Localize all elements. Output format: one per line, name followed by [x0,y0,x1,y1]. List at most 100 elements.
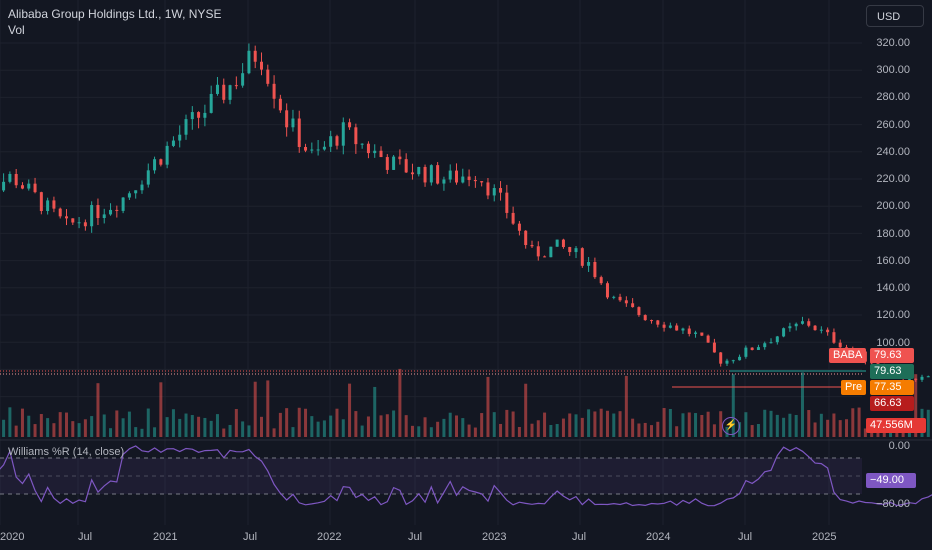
volume-bar [260,416,264,437]
candle [102,214,106,219]
volume-bar [794,414,798,437]
volume-bar [838,420,842,437]
candle [914,378,918,380]
candle [442,179,446,184]
volume-bar [561,418,565,437]
candle [675,325,679,331]
line-price-tag: 79.63 [870,364,914,379]
volume-bar [775,414,779,437]
candle [813,325,817,331]
volume-bar [209,420,213,437]
time-tick: Jul [408,531,423,543]
volume-bar [700,414,704,437]
volume-bar [71,421,75,437]
volume-bar [681,413,685,437]
candle [505,192,509,213]
candle [190,112,194,120]
candle [555,239,559,247]
candle [725,360,729,364]
candle [83,222,87,227]
candle [706,335,710,343]
volume-bar [511,411,515,437]
candle [920,376,924,380]
candle [203,112,207,118]
candle [511,212,515,224]
candle [71,218,75,223]
volume-bar [178,418,182,437]
candle [756,347,760,350]
candle [109,209,113,215]
candle [366,143,370,154]
volume-bar [486,376,490,437]
volume-bar [140,428,144,437]
volume-bar [266,380,270,437]
wr-tick: −80.00 [876,498,910,510]
time-tick: Jul [243,531,258,543]
volume-bar [404,415,408,437]
volume-bar [719,411,723,437]
volume-bar [335,408,339,437]
indicator-label[interactable]: Williams %R (14, close) [8,446,125,458]
volume-bar [599,408,603,437]
candle [838,342,842,348]
volume-bar [480,413,484,437]
candle [297,118,301,147]
candle [304,146,308,151]
candle [448,170,452,180]
volume-bar [341,419,345,437]
volume-bar [385,414,389,437]
volume-bar [492,412,496,437]
currency-button[interactable]: USD [866,5,924,27]
volume-bar [52,423,56,437]
volume-bar [203,417,207,437]
candle [360,143,364,145]
volume-bar [77,423,81,437]
volume-bar [291,427,295,437]
candle [782,328,786,337]
pre-label-tag: Pre [841,380,867,395]
volume-bar [222,428,226,437]
volume-label: Vol [8,23,25,37]
candle [178,134,182,141]
candle [549,246,553,258]
candle [278,98,282,111]
volume-bar [392,410,396,437]
volume-bar [782,417,786,437]
candle [744,347,748,357]
candle [373,150,377,154]
volume-bar [826,419,830,437]
volume-bar [272,428,276,437]
candle [20,185,24,189]
candle [316,149,320,151]
volume-bar [297,407,301,437]
volume-bar [184,413,188,437]
volume-bar [429,427,433,437]
volume-bar [58,412,62,437]
volume-bar [857,407,861,437]
lightning-bolt-icon[interactable]: ⚡ [722,417,740,435]
volume-bar [253,381,257,437]
volume-bar [2,419,6,437]
volume-bar [27,415,31,437]
volume-bar [109,428,113,437]
williams-r-pane [0,445,932,507]
candle [794,323,798,327]
volume-bar [215,414,219,437]
volume-bar [423,417,427,437]
candle [153,159,157,171]
volume-bar [436,421,440,437]
volume-bar [360,425,364,437]
volume-bar [926,409,930,437]
price-tick: 120.00 [876,309,910,321]
price-tick: 100.00 [876,337,910,349]
wr-tick: 0.00 [888,440,910,452]
candle [222,84,226,100]
volume-bar [593,411,597,437]
candle [467,176,471,181]
volume-bar [373,386,377,437]
candle [561,239,565,248]
candle [926,376,930,378]
chart-title: Alibaba Group Holdings Ltd., 1W, NYSE [8,7,222,21]
candle [285,110,289,128]
